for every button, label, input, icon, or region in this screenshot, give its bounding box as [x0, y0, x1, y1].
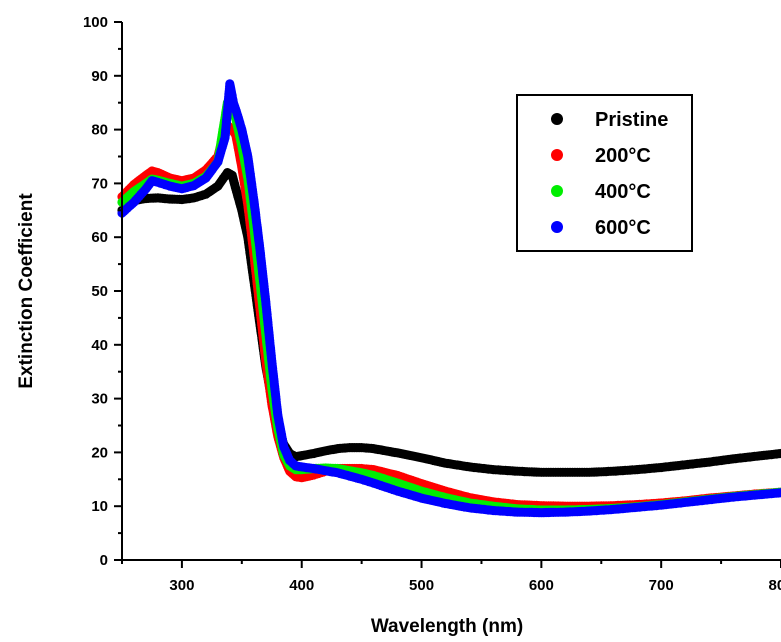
- y-tick-label: 30: [91, 391, 108, 408]
- legend: Pristine 200°C 400°C 600°C: [516, 94, 693, 252]
- legend-marker-2: [551, 149, 563, 161]
- legend-marker-1: [551, 113, 563, 125]
- data-marks: [117, 79, 781, 518]
- y-tick-label: 20: [91, 444, 108, 461]
- x-tick-label: 500: [409, 577, 434, 594]
- legend-label-3: 400°C: [595, 181, 651, 203]
- x-tick-label: 700: [649, 577, 674, 594]
- point-4-439: [776, 488, 781, 498]
- tick-labels: 300 400 500 600 700 800 0 10 20 30 40 50 60 70 80 90 100: [83, 14, 781, 594]
- x-tick-label: 800: [768, 577, 781, 594]
- legend-label-2: 200°C: [595, 145, 651, 167]
- legend-label-4: 600°C: [595, 217, 651, 239]
- x-tick-label: 300: [169, 577, 194, 594]
- y-tick-label: 50: [91, 283, 108, 300]
- y-tick-label: 60: [91, 229, 108, 246]
- y-tick-label: 90: [91, 68, 108, 85]
- y-axis-label: Extinction Coefficient: [16, 193, 37, 389]
- legend-label-1: Pristine: [595, 109, 668, 131]
- y-tick-label: 0: [100, 552, 108, 569]
- y-tick-label: 100: [83, 14, 108, 31]
- y-tick-label: 70: [91, 175, 108, 192]
- x-axis-label: Wavelength (nm): [371, 616, 523, 637]
- legend-box: [516, 94, 693, 252]
- y-tick-label: 80: [91, 122, 108, 139]
- x-tick-label: 400: [289, 577, 314, 594]
- axes: [114, 21, 781, 568]
- series-4: [117, 79, 781, 518]
- legend-marker-3: [551, 185, 563, 197]
- x-tick-label: 600: [529, 577, 554, 594]
- legend-marker-4: [551, 221, 563, 233]
- point-1-372: [776, 448, 781, 459]
- y-tick-label: 10: [91, 498, 108, 515]
- y-tick-label: 40: [91, 337, 108, 354]
